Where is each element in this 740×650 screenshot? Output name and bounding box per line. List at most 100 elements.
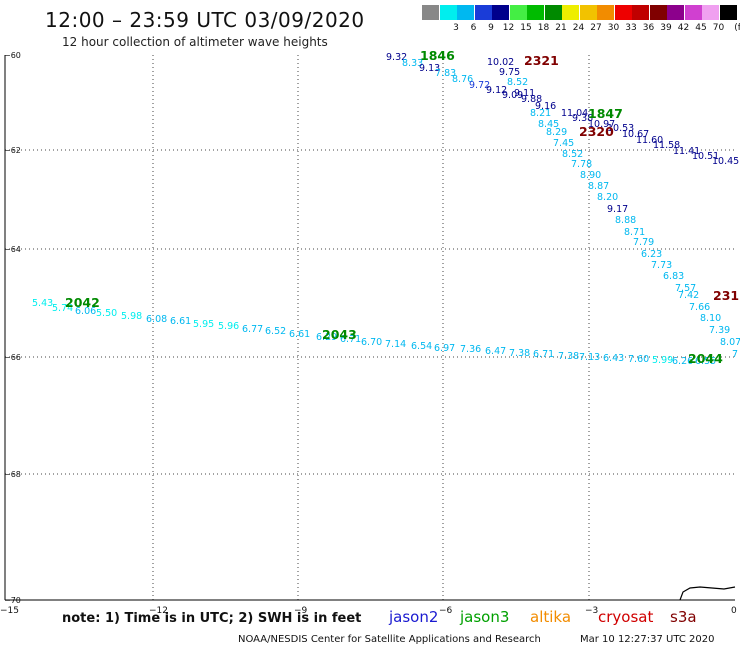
wave-height-value: 7.79 (633, 237, 654, 248)
wave-height-value: 9.75 (499, 67, 520, 78)
wave-height-value: 9.17 (607, 204, 628, 215)
satellite-legend-entry: s3a (670, 608, 697, 626)
scale-label: 12 (502, 23, 515, 33)
wave-height-value: 6.61 (170, 316, 191, 327)
wave-height-value: 7.38 (558, 351, 579, 362)
scale-label: 24 (572, 23, 585, 33)
pass-time-label: 2042 (65, 295, 100, 310)
x-tick-label: −12 (149, 606, 168, 616)
page-subtitle: 12 hour collection of altimeter wave hei… (62, 35, 328, 49)
scale-label: 27 (590, 23, 602, 33)
wave-height-value: 7 (732, 349, 738, 360)
scale-swatch (527, 5, 544, 20)
scale-label: 42 (677, 23, 690, 33)
wave-height-value: 11.60 (636, 135, 663, 146)
scale-label: 18 (537, 23, 550, 33)
wave-height-value: 9.16 (535, 101, 556, 112)
wave-height-value: 7.78 (571, 159, 592, 170)
wave-height-value: 10.51 (692, 151, 719, 162)
observation-labels: 9.328.339.137.838.769.729.129.09 10.029.7… (32, 52, 740, 367)
scale-swatch (719, 5, 737, 20)
wave-height-value: 9.88 (521, 94, 542, 105)
wave-height-value: 8.88 (615, 215, 636, 226)
pass-time-labels: 1846 2321 1847 2320 2042 2043 2044 231 (65, 48, 739, 366)
lat-lon-grid (5, 55, 735, 600)
wave-height-value: 7.83 (435, 68, 456, 79)
scale-swatch (562, 5, 579, 20)
wave-height-value: 5.50 (96, 308, 117, 319)
wave-height-value: 9.12 (486, 85, 507, 96)
scale-swatch (457, 5, 474, 20)
wave-height-value: 7.57 (675, 283, 696, 294)
x-tick-label: −3 (585, 606, 598, 616)
page-title: 12:00 – 23:59 UTC 03/09/2020 (45, 8, 365, 32)
scale-swatch (649, 5, 667, 20)
wave-height-value: 9.09 (502, 90, 523, 101)
satellite-legend-entry: cryosat (598, 608, 654, 626)
scale-swatch (509, 5, 527, 20)
wave-height-value: 6.26 (672, 356, 693, 367)
scale-label: 15 (520, 23, 532, 33)
scale-swatch (614, 5, 632, 20)
x-tick-label: 0 (731, 606, 737, 616)
scale-swatch (439, 5, 457, 20)
scale-swatch (474, 5, 492, 20)
wave-height-value: 8.10 (700, 313, 721, 324)
wave-height-value: 7.45 (553, 138, 574, 149)
scale-swatch (597, 5, 614, 20)
scale-unit: (ft) (734, 23, 740, 33)
scale-label: 21 (555, 23, 567, 33)
wave-height-value: 11.58 (653, 140, 680, 151)
wave-height-value: 10.67 (622, 129, 649, 140)
y-tick-label: −62 (4, 146, 21, 155)
wave-height-value: 7.38 (509, 348, 530, 359)
wave-height-value: 6.47 (485, 346, 506, 357)
wave-height-value: 5.43 (32, 298, 53, 309)
pass-time-label: 231 (713, 288, 739, 303)
scale-swatch (579, 5, 597, 20)
scale-swatch (667, 5, 684, 20)
wave-height-value: 5.99 (652, 355, 673, 366)
wave-height-value: 11.04 (561, 108, 588, 119)
y-tick-label: −60 (4, 51, 21, 60)
pass-time-label: 2321 (524, 53, 559, 68)
wave-height-value: 6.97 (434, 343, 455, 354)
wave-height-value: 6.70 (361, 337, 382, 348)
wave-height-value: 6.61 (289, 329, 310, 340)
wave-height-value: 6.71 (533, 349, 554, 360)
scale-label: 36 (642, 23, 655, 33)
wave-height-value: 6.71 (340, 334, 361, 345)
satellite-legend-entry: altika (530, 608, 572, 626)
wave-height-value: 11.41 (673, 146, 700, 157)
generated-timestamp: Mar 10 12:27:37 UTC 2020 (580, 634, 715, 645)
x-tick-label: −9 (294, 606, 308, 616)
wave-height-value: 8.87 (588, 181, 609, 192)
map-frame (4, 55, 735, 601)
wave-height-value: 7.73 (651, 260, 672, 271)
x-tick-label: −15 (0, 606, 19, 616)
scale-swatch (544, 5, 562, 20)
credit-footer: NOAA/NESDIS Center for Satellite Applica… (238, 634, 541, 645)
wave-height-value: 10.45 (712, 156, 739, 167)
axis-tick-labels: −15 −12 −9 −6 −3 0 −60 −62 −64 −66 −68 −70 (0, 51, 737, 616)
wave-height-value: 8.07 (720, 337, 740, 348)
wave-height-value: 10.97 (588, 119, 615, 130)
x-tick-label: −6 (439, 606, 453, 616)
wave-height-value: 9.38 (572, 113, 593, 124)
pass-time-label: 2044 (688, 351, 723, 366)
wave-height-value: 7.13 (579, 352, 600, 363)
scale-swatch (632, 5, 649, 20)
scale-label: 9 (488, 23, 494, 33)
y-tick-label: −68 (4, 470, 21, 479)
wave-height-value: 8.90 (580, 170, 601, 181)
scale-label: 30 (607, 23, 620, 33)
wave-height-value: 6.08 (146, 314, 167, 325)
wave-height-value: 9.72 (469, 80, 490, 91)
wave-height-value: 10.53 (607, 123, 634, 134)
wave-height-value: 5.95 (193, 319, 214, 330)
scale-swatch (702, 5, 719, 20)
wave-height-value: 8.21 (530, 108, 551, 119)
pass-time-label: 1847 (588, 106, 623, 121)
wave-height-value: 6.83 (663, 271, 684, 282)
